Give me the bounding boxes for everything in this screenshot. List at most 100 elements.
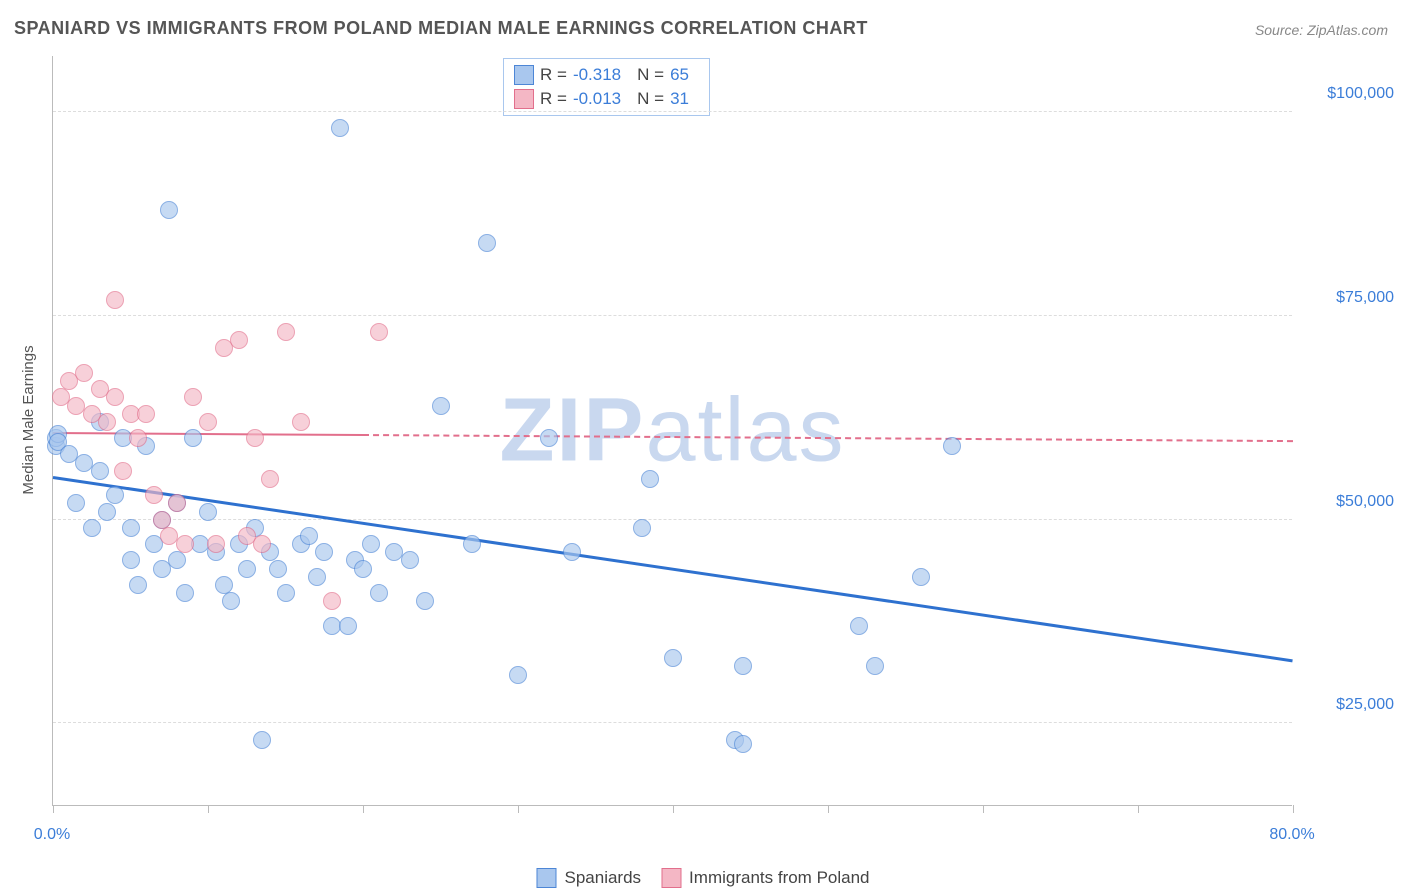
- scatter-point-poland: [323, 592, 341, 610]
- scatter-point-spaniards: [633, 519, 651, 537]
- gridline: [53, 111, 1292, 112]
- stat-value-r: -0.013: [573, 89, 621, 109]
- legend-item: Immigrants from Poland: [661, 868, 869, 888]
- scatter-point-spaniards: [734, 657, 752, 675]
- y-tick-label: $50,000: [1304, 493, 1394, 511]
- scatter-point-spaniards: [300, 527, 318, 545]
- scatter-point-spaniards: [866, 657, 884, 675]
- scatter-point-spaniards: [734, 735, 752, 753]
- scatter-point-spaniards: [641, 470, 659, 488]
- scatter-point-poland: [246, 429, 264, 447]
- swatch-icon: [536, 868, 556, 888]
- scatter-point-poland: [292, 413, 310, 431]
- scatter-point-spaniards: [401, 551, 419, 569]
- stat-value-n: 65: [670, 65, 689, 85]
- regression-line: [53, 432, 363, 436]
- x-tick: [53, 805, 54, 813]
- scatter-point-spaniards: [912, 568, 930, 586]
- scatter-point-poland: [184, 388, 202, 406]
- scatter-point-spaniards: [943, 437, 961, 455]
- scatter-point-spaniards: [354, 560, 372, 578]
- scatter-point-spaniards: [238, 560, 256, 578]
- scatter-point-spaniards: [850, 617, 868, 635]
- scatter-point-spaniards: [563, 543, 581, 561]
- scatter-point-poland: [207, 535, 225, 553]
- gridline: [53, 722, 1292, 723]
- scatter-point-spaniards: [277, 584, 295, 602]
- scatter-point-poland: [253, 535, 271, 553]
- scatter-point-spaniards: [308, 568, 326, 586]
- plot-area: ZIPatlas R = -0.318N = 65R = -0.013N = 3…: [52, 56, 1292, 806]
- x-tick: [828, 805, 829, 813]
- gridline: [53, 519, 1292, 520]
- swatch-icon: [661, 868, 681, 888]
- scatter-point-spaniards: [168, 551, 186, 569]
- scatter-point-spaniards: [540, 429, 558, 447]
- scatter-point-spaniards: [199, 503, 217, 521]
- x-tick-label: 0.0%: [34, 826, 70, 844]
- scatter-point-spaniards: [339, 617, 357, 635]
- stat-label-r: R =: [540, 65, 567, 85]
- scatter-point-spaniards: [463, 535, 481, 553]
- scatter-point-poland: [370, 323, 388, 341]
- scatter-point-spaniards: [269, 560, 287, 578]
- scatter-point-poland: [137, 405, 155, 423]
- scatter-point-poland: [176, 535, 194, 553]
- scatter-point-poland: [129, 429, 147, 447]
- y-axis-label: Median Male Earnings: [20, 345, 37, 494]
- scatter-point-spaniards: [416, 592, 434, 610]
- scatter-point-poland: [261, 470, 279, 488]
- stats-row: R = -0.013N = 31: [514, 87, 699, 111]
- legend-label: Spaniards: [564, 868, 641, 888]
- scatter-point-spaniards: [67, 494, 85, 512]
- stats-row: R = -0.318 N = 65: [514, 63, 699, 87]
- scatter-point-spaniards: [370, 584, 388, 602]
- scatter-point-spaniards: [184, 429, 202, 447]
- chart-title: SPANIARD VS IMMIGRANTS FROM POLAND MEDIA…: [14, 18, 868, 39]
- y-tick-label: $25,000: [1304, 696, 1394, 714]
- x-tick: [1138, 805, 1139, 813]
- scatter-point-spaniards: [215, 576, 233, 594]
- stats-legend-box: R = -0.318N = 65R = -0.013N = 31: [503, 58, 710, 116]
- scatter-point-spaniards: [91, 462, 109, 480]
- scatter-point-spaniards: [129, 576, 147, 594]
- stat-label-n: N =: [637, 65, 664, 85]
- stat-label-r: R =: [540, 89, 567, 109]
- source-attribution: Source: ZipAtlas.com: [1255, 22, 1388, 38]
- x-tick: [518, 805, 519, 813]
- scatter-point-spaniards: [253, 731, 271, 749]
- scatter-point-spaniards: [106, 486, 124, 504]
- scatter-point-poland: [277, 323, 295, 341]
- swatch-icon: [514, 65, 534, 85]
- x-tick: [983, 805, 984, 813]
- scatter-point-poland: [230, 331, 248, 349]
- scatter-point-spaniards: [664, 649, 682, 667]
- x-tick: [673, 805, 674, 813]
- scatter-point-spaniards: [315, 543, 333, 561]
- regression-line: [363, 434, 1293, 442]
- stat-label-n: N =: [637, 89, 664, 109]
- scatter-point-spaniards: [122, 551, 140, 569]
- gridline: [53, 315, 1292, 316]
- legend-label: Immigrants from Poland: [689, 868, 869, 888]
- y-tick-label: $100,000: [1304, 85, 1394, 103]
- scatter-point-spaniards: [222, 592, 240, 610]
- scatter-point-spaniards: [160, 201, 178, 219]
- scatter-point-spaniards: [432, 397, 450, 415]
- x-tick: [363, 805, 364, 813]
- scatter-point-poland: [199, 413, 217, 431]
- scatter-point-spaniards: [83, 519, 101, 537]
- series-legend: Spaniards Immigrants from Poland: [536, 868, 869, 888]
- x-tick: [1293, 805, 1294, 813]
- stat-value-r: -0.318: [573, 65, 621, 85]
- correlation-chart: SPANIARD VS IMMIGRANTS FROM POLAND MEDIA…: [0, 0, 1406, 892]
- scatter-point-spaniards: [331, 119, 349, 137]
- scatter-point-spaniards: [98, 503, 116, 521]
- scatter-point-poland: [106, 291, 124, 309]
- scatter-point-spaniards: [176, 584, 194, 602]
- scatter-point-poland: [75, 364, 93, 382]
- x-tick: [208, 805, 209, 813]
- scatter-point-spaniards: [122, 519, 140, 537]
- legend-item: Spaniards: [536, 868, 641, 888]
- scatter-point-poland: [153, 511, 171, 529]
